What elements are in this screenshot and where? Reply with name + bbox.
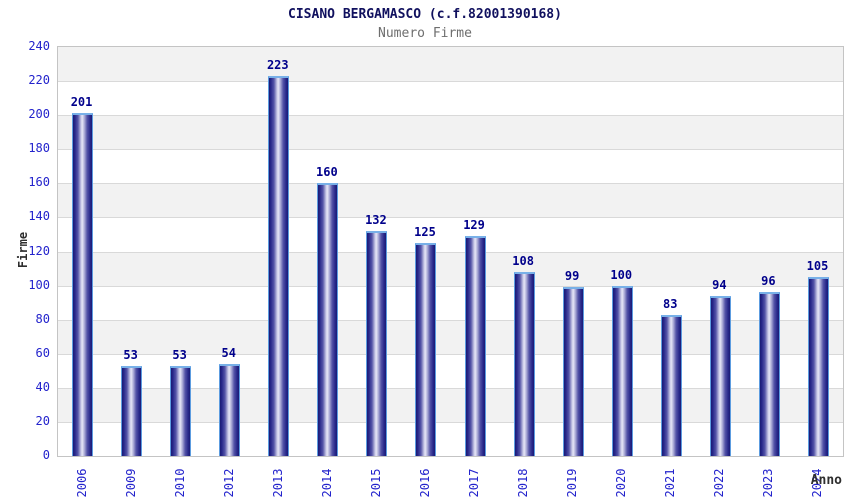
bar-2020 bbox=[611, 285, 633, 456]
bar-value-label: 53 bbox=[172, 347, 187, 362]
bar-value-label: 201 bbox=[70, 95, 93, 110]
bar-2015 bbox=[366, 231, 388, 456]
gridline bbox=[58, 183, 843, 185]
gridline bbox=[58, 217, 843, 219]
y-tick-label: 80 bbox=[35, 311, 50, 326]
bar-2013 bbox=[268, 75, 290, 456]
y-tick-label: 100 bbox=[28, 277, 50, 292]
bar-value-label: 129 bbox=[463, 218, 485, 233]
x-tick-label: 2014 bbox=[319, 468, 334, 498]
plot-band bbox=[58, 115, 843, 150]
y-tick-label: 200 bbox=[28, 107, 50, 122]
x-tick-label: 2009 bbox=[123, 468, 138, 498]
bar-2017 bbox=[464, 236, 486, 456]
bar-value-label: 132 bbox=[365, 213, 387, 228]
gridline bbox=[58, 149, 843, 151]
bar-value-label: 160 bbox=[316, 165, 338, 180]
x-axis-title: Anno bbox=[810, 473, 842, 488]
chart-subtitle: Numero Firme bbox=[378, 26, 472, 41]
x-tick-label: 2022 bbox=[712, 468, 727, 498]
y-tick-label: 180 bbox=[28, 141, 50, 156]
plot-band bbox=[58, 183, 843, 218]
gridline bbox=[58, 285, 843, 287]
x-tick-label: 2017 bbox=[467, 468, 482, 498]
bar-value-label: 83 bbox=[663, 296, 678, 311]
bar-value-label: 223 bbox=[266, 57, 289, 72]
y-tick-label: 20 bbox=[35, 413, 50, 428]
bar-value-label: 54 bbox=[221, 345, 236, 360]
plot-band bbox=[58, 251, 843, 286]
bar-value-label: 53 bbox=[123, 347, 138, 362]
bar-2022 bbox=[709, 295, 731, 456]
bar-value-label: 99 bbox=[564, 269, 580, 284]
x-tick-label: 2018 bbox=[516, 468, 531, 498]
bar-value-label: 100 bbox=[610, 267, 633, 282]
bar-value-label: 96 bbox=[761, 274, 776, 289]
bar-2019 bbox=[562, 287, 584, 456]
gridline bbox=[58, 421, 843, 423]
y-tick-label: 120 bbox=[28, 243, 50, 258]
gridline bbox=[58, 251, 843, 253]
x-tick-label: 2023 bbox=[761, 468, 776, 498]
bar-2010 bbox=[170, 365, 192, 456]
x-tick-label: 2010 bbox=[172, 468, 187, 498]
x-tick-label: 2013 bbox=[270, 468, 285, 498]
y-tick-label: 0 bbox=[42, 448, 50, 462]
bar-2021 bbox=[660, 314, 682, 456]
plot-area bbox=[57, 46, 844, 457]
bar-2024 bbox=[807, 277, 829, 456]
gridline bbox=[58, 353, 843, 355]
bar-value-label: 108 bbox=[512, 253, 534, 268]
gridline bbox=[58, 387, 843, 389]
bar-2023 bbox=[758, 292, 780, 456]
bar-2014 bbox=[317, 183, 339, 456]
chart-title: CISANO BERGAMASCO (c.f.82001390168) bbox=[288, 7, 562, 22]
x-tick-label: 2021 bbox=[663, 468, 678, 498]
bar-2012 bbox=[219, 363, 241, 456]
x-tick-label: 2020 bbox=[614, 468, 629, 498]
bar-value-label: 125 bbox=[414, 224, 436, 239]
y-tick-label: 240 bbox=[28, 39, 50, 53]
plot-band bbox=[58, 47, 843, 82]
x-tick-label: 2016 bbox=[417, 468, 432, 498]
bar-2009 bbox=[121, 365, 143, 456]
gridline bbox=[58, 115, 843, 117]
x-tick-label: 2012 bbox=[221, 468, 236, 498]
bar-value-label: 94 bbox=[712, 277, 727, 292]
y-tick-label: 40 bbox=[35, 379, 50, 394]
bar-value-label: 105 bbox=[806, 259, 829, 274]
bar-2016 bbox=[415, 242, 437, 456]
x-tick-label: 2019 bbox=[565, 468, 580, 498]
y-tick-label: 220 bbox=[28, 73, 50, 88]
bar-2018 bbox=[513, 271, 535, 456]
y-tick-label: 140 bbox=[28, 209, 50, 224]
bar-2006 bbox=[72, 113, 94, 456]
gridline bbox=[58, 319, 843, 321]
gridline bbox=[58, 81, 843, 83]
y-tick-label: 60 bbox=[35, 345, 50, 360]
x-tick-label: 2006 bbox=[74, 468, 89, 498]
x-tick-label: 2015 bbox=[368, 468, 383, 498]
y-tick-label: 160 bbox=[28, 175, 50, 190]
